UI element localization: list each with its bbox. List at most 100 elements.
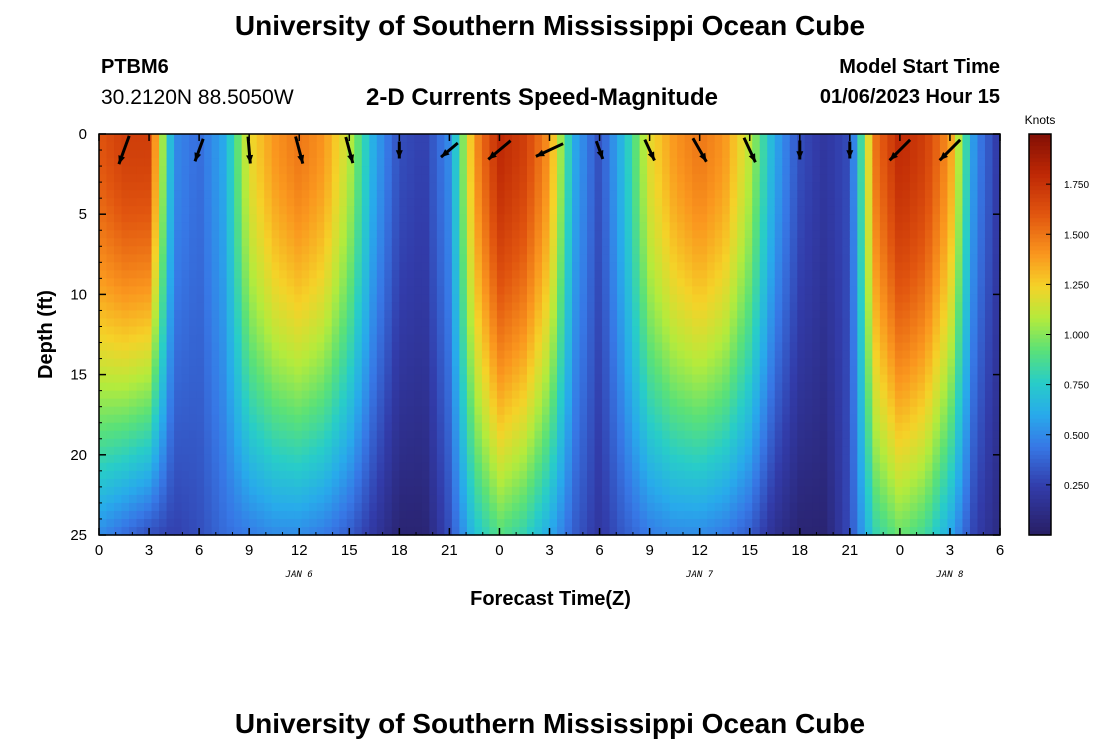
heatmap-cell [639, 334, 648, 344]
heatmap-cell [737, 326, 746, 336]
heatmap-cell [391, 494, 400, 504]
heatmap-cell [639, 238, 648, 247]
heatmap-cell [842, 446, 851, 456]
heatmap-cell [481, 526, 491, 536]
heatmap-cell [699, 438, 708, 448]
heatmap-cell [827, 278, 836, 287]
heatmap-cell [519, 350, 528, 360]
heatmap-cell [602, 382, 611, 392]
heatmap-cell [572, 430, 581, 440]
heatmap-cell [234, 294, 243, 304]
heatmap-cell [782, 246, 791, 255]
heatmap-cell [617, 206, 626, 215]
heatmap-cell [489, 246, 498, 255]
heatmap-cell [114, 150, 123, 159]
heatmap-cell [602, 246, 611, 255]
heatmap-cell [339, 238, 348, 247]
heatmap-cell [406, 310, 415, 320]
heatmap-cell [211, 254, 220, 263]
heatmap-cell [564, 334, 573, 344]
heatmap-cell [249, 190, 258, 199]
heatmap-cell [459, 494, 468, 504]
heatmap-cell [309, 278, 318, 287]
heatmap-cell [647, 390, 656, 400]
heatmap-cell [722, 374, 731, 384]
heatmap-cell [421, 286, 430, 295]
heatmap-cell [714, 142, 723, 151]
heatmap-cell [211, 382, 220, 392]
heatmap-cell [361, 462, 370, 472]
heatmap-cell [279, 486, 288, 496]
heatmap-cell [316, 334, 325, 344]
heatmap-cell [797, 158, 806, 167]
heatmap-cell [707, 206, 716, 215]
heatmap-cell [827, 414, 836, 424]
heatmap-cell [511, 270, 521, 279]
heatmap-cell [564, 414, 573, 424]
heatmap-cell [504, 342, 513, 352]
heatmap-cell [414, 318, 423, 328]
heatmap-cell [241, 470, 250, 480]
heatmap-cell [729, 190, 738, 199]
heatmap-cell [481, 510, 491, 520]
heatmap-cell [774, 246, 783, 255]
heatmap-cell [166, 350, 175, 360]
heatmap-cell [526, 142, 536, 151]
heatmap-cell [429, 478, 438, 488]
heatmap-cell [159, 350, 168, 360]
heatmap-cell [241, 478, 250, 488]
heatmap-cell [271, 310, 280, 320]
heatmap-cell [459, 190, 468, 199]
heatmap-cell [204, 526, 213, 536]
heatmap-cell [489, 430, 498, 440]
heatmap-cell [181, 150, 190, 159]
heatmap-cell [354, 430, 363, 440]
heatmap-cell [324, 198, 333, 207]
heatmap-cell [436, 430, 445, 440]
heatmap-cell [834, 190, 843, 199]
heatmap-cell [812, 382, 821, 392]
heatmap-cell [647, 182, 656, 191]
heatmap-cell [549, 142, 558, 151]
heatmap-cell [699, 526, 708, 536]
heatmap-cell [504, 254, 513, 263]
heatmap-cell [722, 398, 731, 408]
heatmap-cell [782, 374, 791, 384]
heatmap-cell [489, 406, 498, 416]
heatmap-cell [414, 470, 423, 480]
heatmap-cell [429, 142, 438, 151]
heatmap-cell [617, 254, 626, 263]
heatmap-cell [406, 166, 415, 175]
heatmap-cell [99, 350, 108, 360]
heatmap-cell [662, 462, 671, 472]
heatmap-cell [129, 150, 138, 159]
heatmap-cell [301, 270, 310, 279]
heatmap-cell [459, 374, 468, 384]
heatmap-cell [301, 198, 310, 207]
heatmap-cell [812, 310, 821, 320]
heatmap-cell [106, 214, 115, 223]
heatmap-cell [579, 302, 588, 312]
heatmap-cell [714, 222, 723, 231]
heatmap-cell [722, 470, 731, 480]
heatmap-cell [557, 174, 566, 183]
heatmap-cell [354, 342, 363, 352]
heatmap-cell [774, 414, 783, 424]
heatmap-cell [144, 166, 153, 175]
heatmap-cell [759, 454, 768, 464]
heatmap-cell [511, 302, 521, 312]
heatmap-cell [812, 302, 821, 312]
heatmap-cell [789, 286, 798, 295]
heatmap-cell [241, 286, 250, 295]
heatmap-cell [129, 326, 138, 336]
heatmap-cell [602, 358, 611, 368]
heatmap-cell [639, 190, 648, 199]
heatmap-cell [144, 222, 153, 231]
heatmap-cell [587, 134, 596, 143]
heatmap-cell [346, 518, 355, 528]
heatmap-cell [286, 182, 295, 191]
heatmap-cell [211, 422, 220, 432]
heatmap-cell [602, 478, 611, 488]
heatmap-cell [384, 142, 393, 151]
heatmap-cell [226, 350, 235, 360]
